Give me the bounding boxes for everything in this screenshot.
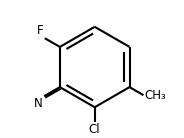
Text: N: N (34, 97, 43, 110)
Text: CH₃: CH₃ (144, 89, 166, 102)
Text: F: F (37, 24, 43, 37)
Text: Cl: Cl (89, 123, 100, 136)
